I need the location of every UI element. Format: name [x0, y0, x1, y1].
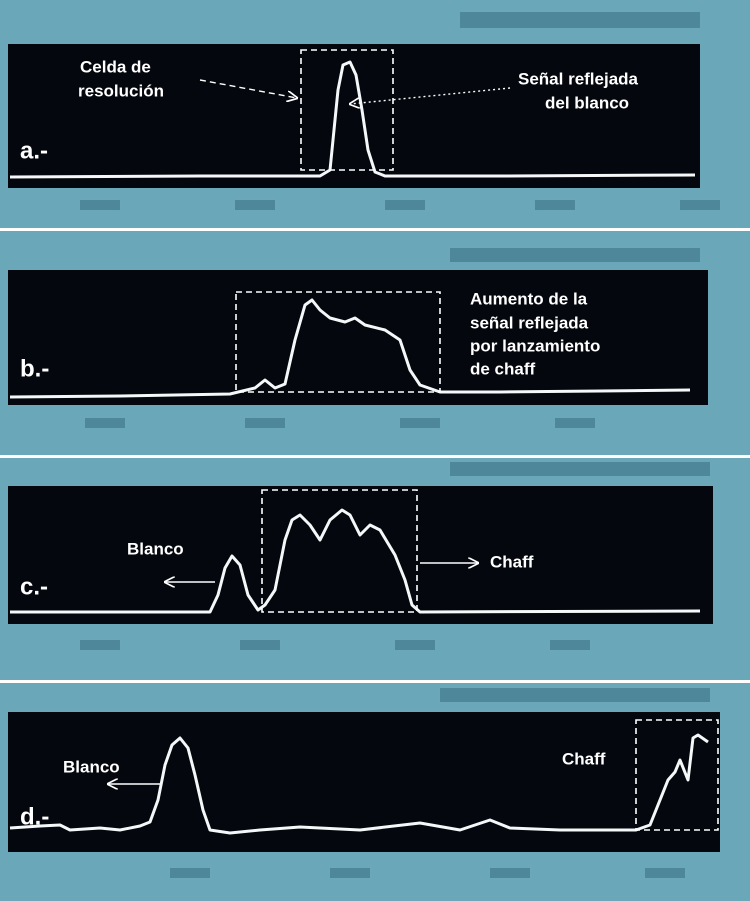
- annotation: señal reflejada: [470, 313, 589, 332]
- toolbar: [460, 12, 700, 28]
- toolbar: [440, 688, 710, 702]
- annotation: por lanzamiento: [470, 336, 600, 355]
- annotation: Chaff: [562, 749, 606, 768]
- annotation: resolución: [78, 81, 164, 100]
- annotation: Aumento de la: [470, 289, 588, 308]
- panel-d: d.- Blanco Chaff: [0, 683, 750, 901]
- panel-label: b.-: [20, 355, 49, 382]
- annotation: de chaff: [470, 359, 536, 378]
- panel-b: b.- Aumento de la señal reflejada por la…: [0, 231, 750, 455]
- panel-label: d.-: [20, 803, 49, 830]
- panel-c: c.- Blanco Chaff: [0, 458, 750, 680]
- annotation: Señal reflejada: [518, 69, 639, 88]
- screen: [8, 270, 708, 405]
- panel-a: a.- Celda de resolución Señal reflejada …: [0, 0, 750, 228]
- annotation: Celda de: [80, 57, 151, 76]
- screen: [8, 486, 713, 624]
- figure: a.- Celda de resolución Señal reflejada …: [0, 0, 750, 901]
- annotation: Blanco: [63, 757, 120, 776]
- annotation: del blanco: [545, 93, 629, 112]
- annotation: Blanco: [127, 539, 184, 558]
- annotation: Chaff: [490, 552, 534, 571]
- toolbar: [450, 462, 710, 476]
- toolbar: [450, 248, 700, 262]
- panel-label: a.-: [20, 137, 48, 164]
- panel-label: c.-: [20, 573, 48, 600]
